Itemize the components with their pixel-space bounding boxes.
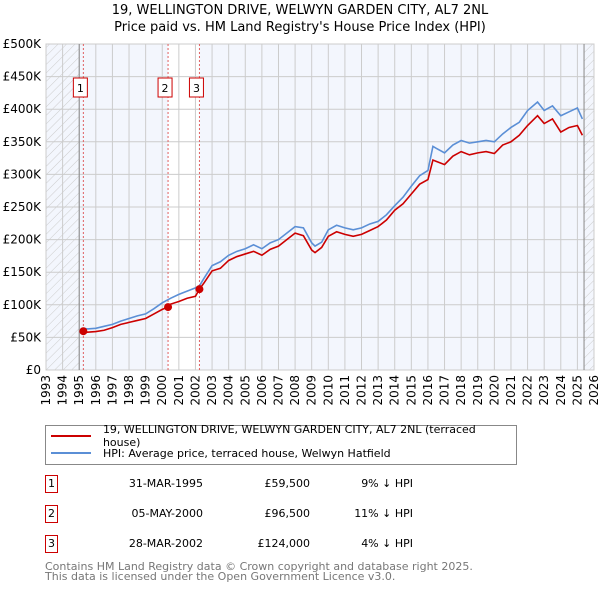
x-tick-label: 2011 <box>338 375 352 406</box>
x-tick-label: 2012 <box>355 375 369 406</box>
x-tick-label: 2019 <box>471 375 485 406</box>
sale-point <box>195 285 204 294</box>
sale-label-box <box>188 77 204 98</box>
x-tick-label: 2013 <box>371 375 385 406</box>
legend: 19, WELLINGTON DRIVE, WELWYN GARDEN CITY… <box>45 423 517 465</box>
x-tick-label: 2023 <box>537 375 551 406</box>
x-tick-label: 2008 <box>288 375 302 406</box>
x-tick-label: 1995 <box>72 375 86 406</box>
x-tick-label: 2007 <box>271 375 285 406</box>
sale-marker-box: 2 <box>45 505 58 523</box>
sale-hpi-diff: 11% ↓ HPI <box>354 507 413 520</box>
y-tick-label: £200K <box>3 233 43 247</box>
sale-hpi-diff: 4% ↓ HPI <box>361 537 413 550</box>
x-tick-label: 2017 <box>438 375 452 406</box>
sale-row: 1 31-MAR-1995 £59,500 9% ↓ HPI <box>45 475 445 493</box>
legend-item-property: 19, WELLINGTON DRIVE, WELWYN GARDEN CITY… <box>46 423 516 449</box>
x-tick-label: 2009 <box>305 375 319 406</box>
y-tick-label: £100K <box>3 298 43 312</box>
x-tick-label: 2010 <box>321 375 335 406</box>
y-tick-label: £250K <box>3 200 43 214</box>
chart-title: 19, WELLINGTON DRIVE, WELWYN GARDEN CITY… <box>111 3 489 18</box>
x-tick-label: 1997 <box>105 375 119 406</box>
sale-hpi-diff: 9% ↓ HPI <box>361 477 413 490</box>
x-tick-label: 2006 <box>255 375 269 406</box>
x-tick-label: 1996 <box>89 375 103 406</box>
sale-date: 31-MAR-1995 <box>128 477 203 490</box>
x-tick-label: 2022 <box>521 375 535 406</box>
legend-swatch-blue <box>51 452 91 454</box>
x-tick-label: 1993 <box>39 375 53 406</box>
x-tick-label: 2000 <box>155 375 169 406</box>
x-tick-label: 2015 <box>404 375 418 406</box>
x-tick-label: 2024 <box>554 375 568 406</box>
x-tick-label: 2020 <box>487 375 501 406</box>
x-tick-label: 2014 <box>388 375 402 406</box>
sale-marker-box: 3 <box>45 535 58 553</box>
y-tick-label: £0 <box>26 363 41 377</box>
sale-point <box>164 303 173 312</box>
x-tick-label: 1999 <box>139 375 153 406</box>
y-tick-label: £350K <box>3 135 43 149</box>
sale-label: 3 <box>193 82 200 95</box>
x-tick-label: 2021 <box>504 375 518 406</box>
y-tick-label: £500K <box>3 37 43 51</box>
hpi-line <box>83 100 584 330</box>
legend-swatch-red <box>51 435 91 437</box>
legend-label: 19, WELLINGTON DRIVE, WELWYN GARDEN CITY… <box>102 423 476 449</box>
sale-label-box <box>72 77 88 98</box>
x-tick-label: 2016 <box>421 375 435 406</box>
sale-label: 1 <box>77 82 84 95</box>
x-tick-label: 2004 <box>222 375 236 406</box>
sale-point <box>79 327 88 336</box>
sale-marker-box: 1 <box>45 475 58 493</box>
sale-row: 2 05-MAY-2000 £96,500 11% ↓ HPI <box>45 505 445 523</box>
footer-licence: This data is licensed under the Open Gov… <box>45 570 396 583</box>
sale-price: £124,000 <box>257 537 311 550</box>
sale-date: 28-MAR-2002 <box>128 537 203 550</box>
x-tick-label: 2025 <box>570 375 584 406</box>
x-tick-label: 1994 <box>56 375 70 406</box>
sale-label-box <box>157 77 173 98</box>
footer-copyright: Contains HM Land Registry data © Crown c… <box>45 560 473 573</box>
y-tick-label: £50K <box>10 330 42 344</box>
sale-row: 3 28-MAR-2002 £124,000 4% ↓ HPI <box>45 535 445 553</box>
x-tick-label: 2003 <box>205 375 219 406</box>
legend-item-hpi: HPI: Average price, terraced house, Welw… <box>46 445 391 461</box>
sale-label: 2 <box>162 82 169 95</box>
x-tick-label: 2002 <box>188 375 202 406</box>
x-tick-label: 2026 <box>587 375 600 406</box>
y-tick-label: £300K <box>3 167 43 181</box>
chart-subtitle: Price paid vs. HM Land Registry's House … <box>114 20 486 35</box>
legend-label: HPI: Average price, terraced house, Welw… <box>103 446 391 460</box>
x-tick-label: 2005 <box>238 375 252 406</box>
x-tick-label: 2001 <box>172 375 186 406</box>
x-tick-label: 2018 <box>454 375 468 406</box>
y-tick-label: £400K <box>3 102 43 116</box>
x-tick-label: 1998 <box>122 375 136 406</box>
plot-border <box>45 43 595 371</box>
sale-date: 05-MAY-2000 <box>131 507 203 520</box>
sale-price: £96,500 <box>264 507 311 520</box>
sale-price: £59,500 <box>264 477 311 490</box>
y-tick-label: £450K <box>3 70 43 84</box>
y-tick-label: £150K <box>3 265 43 279</box>
plot-area: 1993 1994 1995 1996 1997 1998 1999 2000 2001 2002… <box>3 37 600 406</box>
